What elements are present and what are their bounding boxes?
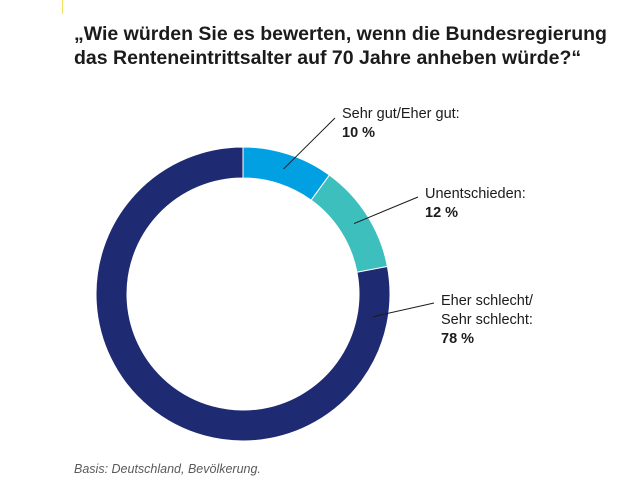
slice-value-3: 78 % bbox=[441, 331, 474, 347]
slice-value-1: 10 % bbox=[342, 125, 375, 141]
chart-title: „Wie würden Sie es bewerten, wenn die Bu… bbox=[74, 23, 607, 69]
leader-line-1 bbox=[283, 117, 336, 170]
donut-slice-3 bbox=[95, 146, 391, 442]
leader-line-3 bbox=[372, 302, 435, 318]
slice-value-2: 12 % bbox=[425, 205, 458, 221]
footnote: Basis: Deutschland, Bevölkerung. bbox=[74, 462, 261, 476]
slice-labels: Sehr gut/Eher gut: 10 % Unentschieden: 12 %… bbox=[342, 106, 534, 347]
slice-label-1: Sehr gut/Eher gut: bbox=[342, 106, 460, 122]
accent-line bbox=[62, 0, 63, 14]
slice-label-2: Unentschieden: bbox=[425, 186, 526, 202]
donut-slices bbox=[95, 146, 391, 442]
leader-lines bbox=[283, 117, 435, 318]
slice-label-3-line-2: Sehr schlecht: bbox=[441, 312, 533, 328]
slice-label-3-line-1: Eher schlecht/ bbox=[441, 293, 534, 309]
donut-slice-2 bbox=[310, 174, 388, 273]
leader-line-2 bbox=[353, 196, 419, 225]
